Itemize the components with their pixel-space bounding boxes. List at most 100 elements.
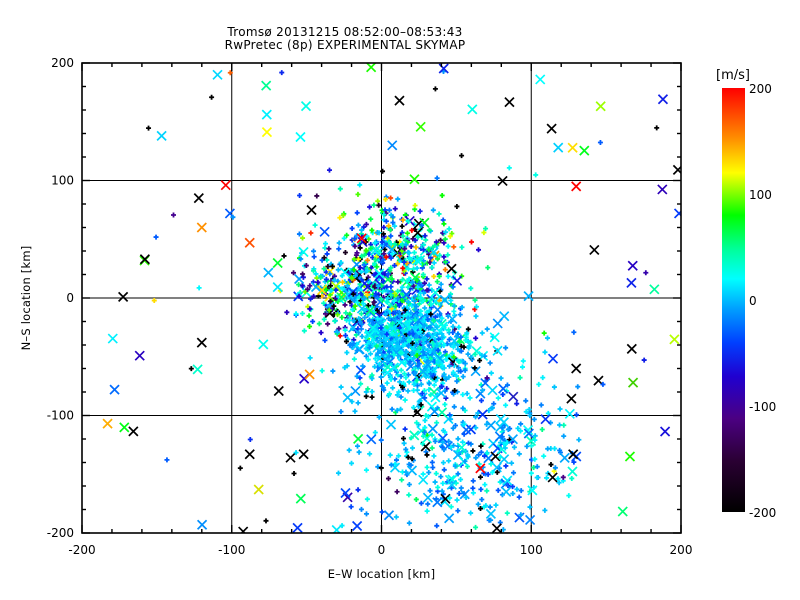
data-point-cross	[525, 435, 537, 447]
data-point-cross	[415, 121, 426, 132]
data-point-plus	[337, 333, 343, 339]
data-point-plus	[395, 288, 401, 294]
data-point-plus	[386, 349, 392, 355]
data-point-cross	[196, 337, 207, 348]
data-point-plus	[336, 240, 342, 246]
data-point-plus	[422, 233, 428, 239]
data-point-plus	[515, 425, 521, 431]
data-point-plus	[435, 347, 441, 353]
data-point-plus	[414, 420, 420, 426]
data-point-plus	[369, 227, 375, 233]
data-point-cross	[502, 475, 513, 486]
data-point-cross	[196, 519, 208, 530]
data-point-plus	[319, 368, 325, 374]
data-point-cross	[432, 304, 443, 315]
data-point-plus	[406, 520, 412, 526]
data-point-plus	[356, 294, 362, 300]
data-point-cross	[627, 260, 638, 271]
data-point-cross	[499, 454, 510, 465]
data-point-plus	[388, 462, 394, 468]
data-point-plus	[355, 191, 361, 197]
data-point-cross	[657, 184, 668, 195]
data-point-plus	[478, 474, 484, 480]
data-point-plus	[406, 492, 412, 498]
data-point-plus	[451, 404, 457, 410]
data-point-plus	[473, 414, 479, 420]
data-point-plus	[426, 342, 432, 348]
data-point-plus	[354, 250, 360, 256]
data-point-cross	[244, 449, 255, 460]
data-point-cross	[387, 140, 398, 151]
data-point-plus	[436, 336, 442, 342]
data-point-plus	[355, 443, 361, 449]
data-point-plus	[429, 264, 435, 270]
data-point-plus	[414, 342, 420, 348]
data-point-plus	[349, 460, 355, 466]
data-point-cross	[624, 451, 636, 462]
data-point-plus	[643, 270, 649, 276]
data-point-plus	[560, 474, 566, 480]
data-point-plus	[336, 326, 342, 332]
data-point-plus	[392, 263, 398, 269]
data-point-plus	[450, 369, 456, 375]
data-point-plus	[318, 275, 324, 281]
data-point-plus	[404, 230, 410, 236]
data-point-plus	[400, 384, 406, 390]
data-point-cross	[595, 101, 606, 112]
data-point-plus	[461, 431, 467, 437]
data-point-plus	[360, 301, 366, 307]
data-point-plus	[408, 350, 414, 356]
data-point-cross	[107, 333, 118, 344]
data-point-cross	[409, 430, 420, 441]
data-point-plus	[426, 381, 432, 387]
data-point-plus	[450, 344, 456, 350]
data-point-cross	[261, 127, 273, 138]
data-point-cross	[192, 364, 203, 375]
data-point-plus	[342, 302, 348, 308]
data-point-plus	[414, 333, 420, 339]
data-point-cross	[394, 95, 405, 106]
data-point-plus	[443, 356, 449, 362]
data-point-plus	[423, 413, 429, 419]
data-point-plus	[362, 296, 368, 302]
data-point-plus	[371, 272, 377, 278]
data-point-plus	[425, 358, 431, 364]
data-point-plus	[388, 265, 394, 271]
data-point-plus	[465, 454, 471, 460]
data-point-plus	[419, 222, 425, 228]
data-point-cross	[559, 452, 570, 463]
data-point-plus	[400, 435, 406, 441]
data-point-plus	[390, 220, 396, 226]
data-point-plus	[408, 243, 414, 249]
colorbar-tick-label: -200	[749, 506, 776, 520]
data-point-cross	[406, 465, 418, 476]
data-point-plus	[438, 237, 444, 243]
data-point-plus	[403, 353, 409, 359]
data-point-plus	[431, 382, 437, 388]
data-point-plus	[399, 477, 405, 483]
data-point-cross	[365, 305, 376, 316]
data-point-plus	[394, 489, 400, 495]
data-point-plus	[479, 352, 485, 358]
data-point-plus	[420, 272, 426, 278]
data-point-cross	[253, 484, 264, 495]
data-point-plus	[368, 245, 374, 251]
data-point-plus	[552, 446, 558, 452]
data-point-plus	[417, 290, 423, 296]
data-point-plus	[338, 260, 344, 266]
data-point-plus	[307, 283, 313, 289]
data-point-cross	[353, 433, 364, 444]
data-point-plus	[351, 318, 357, 324]
data-point-plus	[441, 240, 447, 246]
data-point-plus	[327, 292, 333, 298]
data-point-plus	[494, 469, 500, 475]
data-point-plus	[311, 293, 317, 299]
data-point-plus	[424, 508, 430, 514]
data-point-plus	[392, 316, 398, 322]
data-point-plus	[442, 267, 448, 273]
data-point-plus	[308, 230, 314, 236]
data-point-cross	[298, 246, 309, 258]
data-point-plus	[358, 326, 364, 332]
data-point-plus	[551, 384, 557, 390]
